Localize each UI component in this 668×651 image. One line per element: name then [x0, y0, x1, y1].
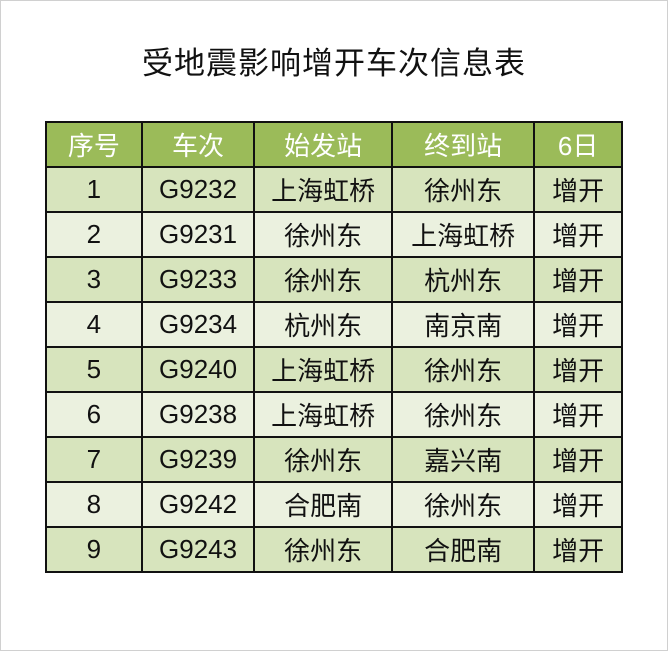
cell-day6: 增开: [533, 256, 623, 303]
cell-index: 6: [45, 391, 143, 438]
cell-index: 2: [45, 211, 143, 258]
header-row: 序号 车次 始发站 终到站 6日: [45, 121, 623, 168]
cell-destination: 徐州东: [390, 481, 536, 528]
cell-day6: 增开: [533, 436, 623, 483]
cell-origin: 杭州东: [253, 301, 393, 348]
header-origin: 始发站: [253, 121, 393, 168]
cell-origin: 徐州东: [253, 256, 393, 303]
cell-destination: 上海虹桥: [390, 211, 536, 258]
cell-origin: 合肥南: [253, 481, 393, 528]
cell-destination: 嘉兴南: [390, 436, 536, 483]
table-row: 8 G9242 合肥南 徐州东 增开: [45, 481, 623, 528]
cell-origin: 上海虹桥: [253, 166, 393, 213]
table-row: 3 G9233 徐州东 杭州东 增开: [45, 256, 623, 303]
cell-index: 3: [45, 256, 143, 303]
cell-destination: 徐州东: [390, 346, 536, 393]
cell-origin: 徐州东: [253, 436, 393, 483]
table-row: 1 G9232 上海虹桥 徐州东 增开: [45, 166, 623, 213]
page-title: 受地震影响增开车次信息表: [142, 46, 526, 82]
cell-train-number: G9233: [140, 256, 256, 303]
cell-day6: 增开: [533, 391, 623, 438]
header-destination: 终到站: [390, 121, 536, 168]
table-row: 5 G9240 上海虹桥 徐州东 增开: [45, 346, 623, 393]
cell-train-number: G9240: [140, 346, 256, 393]
table-row: 2 G9231 徐州东 上海虹桥 增开: [45, 211, 623, 258]
cell-day6: 增开: [533, 166, 623, 213]
cell-destination: 南京南: [390, 301, 536, 348]
header-train-number: 车次: [140, 121, 256, 168]
cell-day6: 增开: [533, 526, 623, 573]
cell-destination: 合肥南: [390, 526, 536, 573]
cell-train-number: G9238: [140, 391, 256, 438]
cell-train-number: G9242: [140, 481, 256, 528]
cell-index: 7: [45, 436, 143, 483]
cell-destination: 徐州东: [390, 166, 536, 213]
cell-day6: 增开: [533, 346, 623, 393]
cell-train-number: G9232: [140, 166, 256, 213]
cell-origin: 上海虹桥: [253, 346, 393, 393]
train-table: 序号 车次 始发站 终到站 6日 1 G9232 上海虹桥 徐州东 增开 2 G9231 徐州东 上海虹…: [45, 121, 623, 573]
cell-index: 5: [45, 346, 143, 393]
cell-index: 1: [45, 166, 143, 213]
cell-index: 9: [45, 526, 143, 573]
cell-day6: 增开: [533, 301, 623, 348]
table-row: 4 G9234 杭州东 南京南 增开: [45, 301, 623, 348]
cell-train-number: G9231: [140, 211, 256, 258]
cell-index: 8: [45, 481, 143, 528]
header-index: 序号: [45, 121, 143, 168]
cell-day6: 增开: [533, 481, 623, 528]
table-row: 6 G9238 上海虹桥 徐州东 增开: [45, 391, 623, 438]
cell-day6: 增开: [533, 211, 623, 258]
cell-destination: 徐州东: [390, 391, 536, 438]
cell-origin: 徐州东: [253, 211, 393, 258]
table-row: 7 G9239 徐州东 嘉兴南 增开: [45, 436, 623, 483]
cell-destination: 杭州东: [390, 256, 536, 303]
header-day6: 6日: [533, 121, 623, 168]
cell-index: 4: [45, 301, 143, 348]
cell-origin: 徐州东: [253, 526, 393, 573]
cell-train-number: G9234: [140, 301, 256, 348]
cell-train-number: G9243: [140, 526, 256, 573]
cell-origin: 上海虹桥: [253, 391, 393, 438]
table-row: 9 G9243 徐州东 合肥南 增开: [45, 526, 623, 573]
cell-train-number: G9239: [140, 436, 256, 483]
